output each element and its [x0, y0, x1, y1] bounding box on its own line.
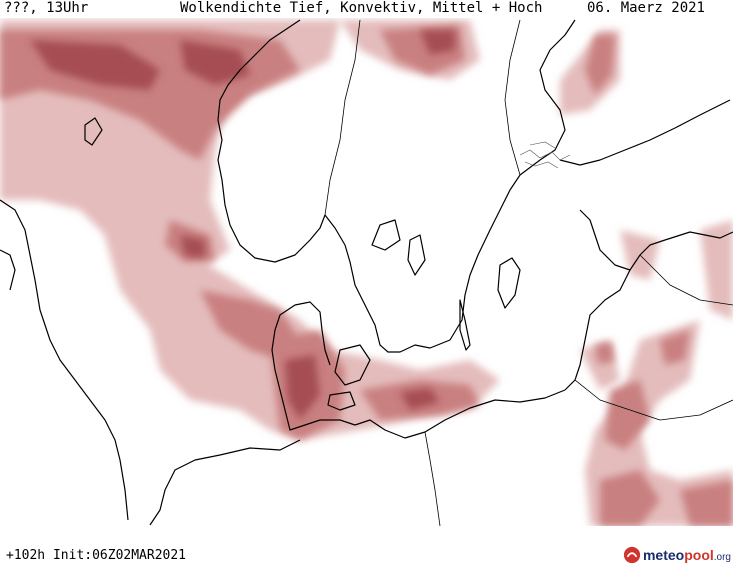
meteopool-logo: meteopool.org: [623, 544, 731, 566]
archipelago-detail: [519, 141, 571, 169]
cloud-layer-dark: [30, 30, 455, 420]
coastlines: [0, 19, 733, 526]
meteopool-logo-icon: [623, 546, 641, 564]
cloud-density-map: [0, 18, 733, 526]
forecast-info: +102h Init:06Z02MAR2021: [6, 548, 187, 563]
map-title: Wolkendichte Tief, Konvektiv, Mittel + H…: [180, 0, 543, 16]
map-date: 06. Maerz 2021: [586, 0, 705, 16]
map-header: ???, 13Uhr Wolkendichte Tief, Konvektiv,…: [0, 0, 733, 20]
run-label: ???, 13Uhr: [4, 0, 89, 16]
logo-wordmark: meteopool.org: [642, 547, 731, 563]
map-footer: +102h Init:06Z02MAR2021 meteopool.org: [0, 540, 733, 566]
